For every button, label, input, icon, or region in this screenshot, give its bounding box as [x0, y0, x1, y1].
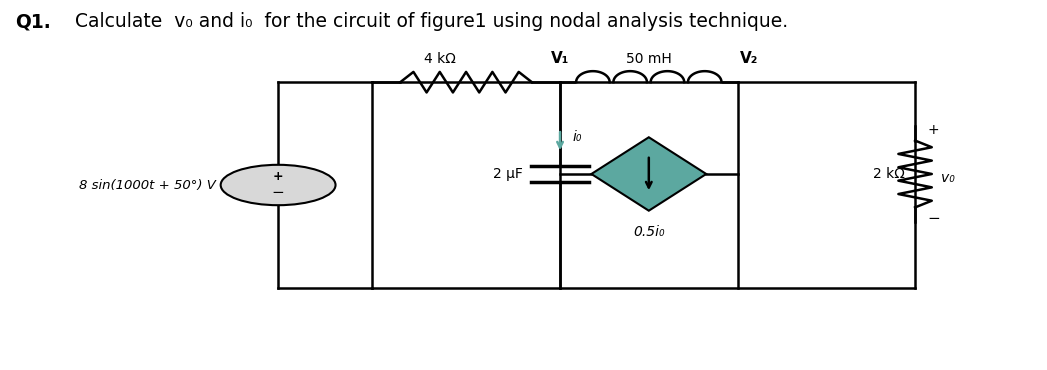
Text: Q1.: Q1. — [15, 13, 50, 31]
Text: Calculate  v₀ and i₀  for the circuit of figure1 using nodal analysis technique.: Calculate v₀ and i₀ for the circuit of f… — [69, 13, 788, 31]
Text: V₂: V₂ — [739, 51, 758, 65]
Text: V₁: V₁ — [551, 51, 570, 65]
Text: 0.5i₀: 0.5i₀ — [633, 225, 665, 239]
Polygon shape — [592, 137, 707, 211]
Text: 4 kΩ: 4 kΩ — [424, 52, 455, 65]
Text: 50 mH: 50 mH — [626, 52, 672, 65]
Circle shape — [221, 165, 335, 205]
Text: v₀: v₀ — [941, 171, 955, 185]
Text: −: − — [928, 211, 940, 226]
Text: 2 μF: 2 μF — [493, 167, 524, 181]
Text: +: + — [928, 123, 939, 137]
Text: 8 sin(1000t + 50°) V: 8 sin(1000t + 50°) V — [79, 178, 216, 192]
Text: −: − — [272, 185, 285, 200]
Text: 2 kΩ: 2 kΩ — [873, 167, 905, 181]
Text: +: + — [273, 170, 284, 183]
Text: i₀: i₀ — [573, 131, 582, 144]
